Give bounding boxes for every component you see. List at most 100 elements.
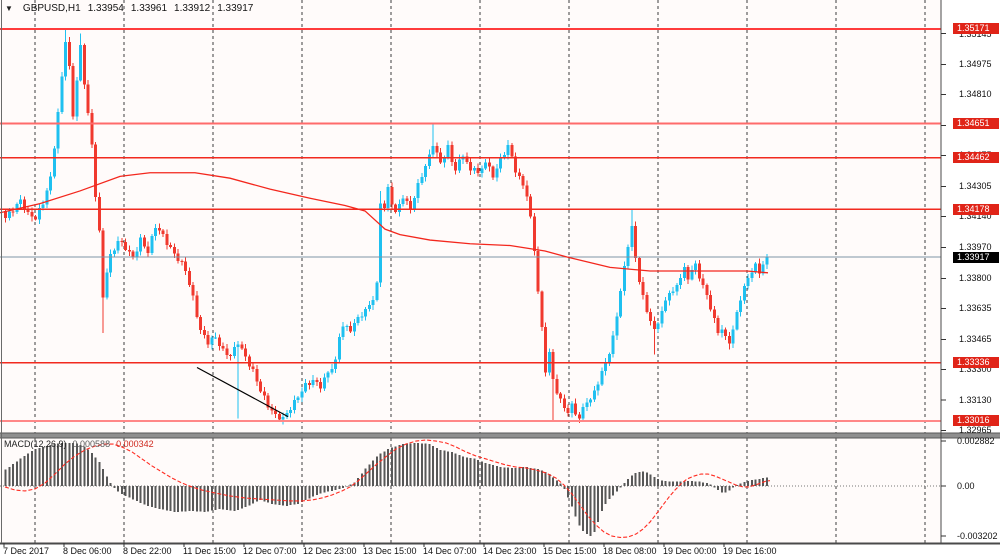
candle-body (525, 185, 529, 197)
candle-body (409, 200, 412, 210)
candle-body (360, 316, 364, 318)
candle-body (611, 335, 615, 354)
current-price-badge: 1.33917 (953, 251, 999, 263)
candle-body (401, 198, 405, 205)
candle-body (701, 278, 705, 285)
candle-body (206, 334, 210, 345)
symbol-dropdown-icon[interactable]: ▼ (5, 4, 13, 13)
candle-body (19, 199, 22, 204)
candle-body (442, 156, 446, 163)
candle-body (45, 190, 49, 205)
candle-body (619, 290, 622, 317)
macd-scale-label: 0.002882 (957, 436, 995, 447)
candle-body (341, 326, 345, 337)
candle-body (420, 177, 424, 184)
time-axis-label: 11 Dec 15:00 (183, 546, 236, 556)
main-chart-pane[interactable] (0, 0, 941, 433)
price-tick-label: 1.33300 (959, 364, 992, 375)
candle-body (495, 168, 499, 178)
candle-body (135, 251, 139, 257)
candle-body (255, 368, 259, 382)
candle-body (315, 379, 319, 382)
candle-body (270, 407, 274, 411)
candle-body (307, 382, 311, 385)
candle-body (720, 329, 724, 334)
candle-body (739, 300, 742, 313)
candle-body (296, 397, 300, 400)
candle-body (742, 286, 746, 301)
candle-body (555, 378, 559, 394)
candle-body (412, 198, 416, 210)
candle-body (52, 148, 56, 177)
candle-body (334, 359, 337, 369)
ohlc-high-value: 1.33961 (130, 3, 168, 14)
candle-body (82, 44, 86, 85)
candle-body (75, 80, 79, 117)
candle-body (22, 199, 26, 210)
candle-body (450, 145, 454, 162)
candle-body (236, 344, 240, 347)
candle-body (60, 76, 64, 113)
chart-title: ▼ GBPUSD,H1 1.33954 1.33961 1.33912 1.33… (5, 3, 253, 15)
candle-body (247, 356, 251, 367)
macd-pane[interactable] (0, 438, 941, 543)
candle-body (465, 156, 469, 163)
candle-body (116, 241, 120, 251)
candle-body (120, 241, 124, 243)
candle-body (79, 44, 82, 81)
candle-body (682, 266, 686, 279)
candle-body (574, 403, 577, 415)
candle-body (4, 210, 7, 219)
candle-body (337, 336, 341, 360)
candle-body (765, 257, 769, 265)
candle-body (746, 277, 750, 287)
time-axis-label: 8 Dec 06:00 (63, 546, 112, 556)
candle-body (675, 285, 679, 292)
macd-scale-label: 0.00 (957, 481, 975, 491)
candle-body (187, 270, 191, 285)
candle-body (686, 266, 690, 280)
candle-body (382, 203, 386, 209)
candle-body (326, 372, 330, 378)
candle-body (285, 413, 289, 418)
time-axis-label: 19 Dec 00:00 (663, 546, 717, 556)
candle-body (615, 316, 619, 336)
candle-body (34, 216, 37, 220)
time-axis-label: 14 Dec 23:00 (483, 546, 537, 556)
candle-body (416, 183, 420, 199)
candle-body (41, 204, 45, 208)
candle-body (761, 264, 765, 274)
candle-body (484, 162, 487, 169)
candle-body (349, 325, 352, 332)
candle-body (90, 112, 94, 145)
macd-scale-label: -0.003202 (957, 530, 998, 541)
candle-body (199, 316, 202, 330)
candle-body (589, 399, 592, 403)
candle-body (26, 209, 30, 212)
candle-body (37, 207, 41, 220)
candle-body (562, 398, 566, 409)
candle-body (506, 144, 510, 155)
candle-body (394, 204, 397, 212)
candle-body (532, 216, 536, 251)
candle-body (184, 261, 187, 271)
candle-body (101, 230, 105, 298)
candle-body (600, 370, 604, 385)
price-level-badge: 1.33336 (953, 357, 999, 369)
candle-body (499, 156, 502, 169)
candle-body (49, 176, 52, 191)
time-axis-label: 8 Dec 22:00 (123, 546, 172, 556)
candle-body (709, 294, 712, 310)
price-level-badge: 1.33016 (953, 415, 999, 427)
candle-body (510, 144, 514, 157)
candle-body (712, 309, 716, 319)
price-level-badge: 1.34462 (953, 152, 999, 164)
trendline-object[interactable] (196, 366, 289, 418)
candle-body (259, 381, 262, 392)
pane-separator[interactable] (0, 433, 1000, 438)
candle-body (431, 145, 435, 155)
price-tick-label: 1.33635 (959, 303, 992, 314)
candle-body (622, 266, 626, 291)
